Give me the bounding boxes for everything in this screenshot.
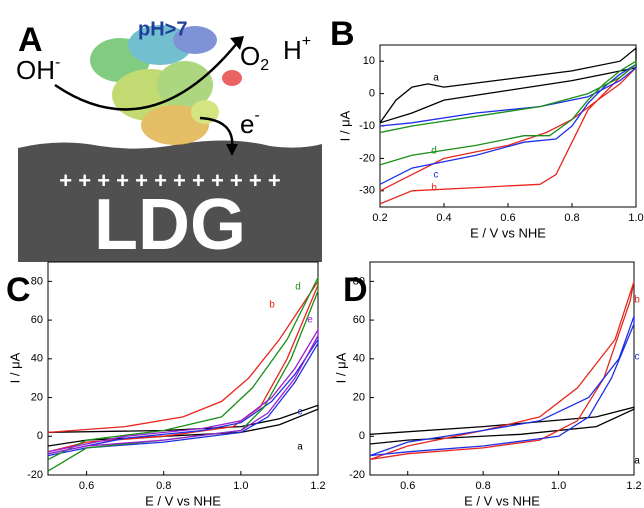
curve-label: c [298,407,303,418]
x-tick-label: 0.8 [156,480,171,492]
curve-label: a [297,442,303,453]
curve-label: a [433,73,439,84]
panel-label: B [330,15,355,53]
y-tick-label: 20 [353,391,365,403]
y-tick-label: -30 [359,185,375,197]
plot-frame [369,261,635,476]
cv-curve [369,281,635,461]
proton-text: H [283,35,302,65]
y-tick-label: 10 [363,55,375,67]
y-axis-title: I / μA [333,352,348,383]
x-tick-label: 0.8 [475,480,490,492]
y-tick-label: 0 [37,430,43,442]
surface-charge: + + + + + + + + + + + + [59,168,280,193]
x-tick-label: 1.2 [310,480,325,492]
electron: e- [240,107,260,139]
curve-label: b [431,183,437,194]
panel-label: A [18,21,43,59]
cv-curve [379,46,637,124]
curve-label: e [307,315,313,326]
ph-label: pH>7 [138,18,187,40]
product-text: O [240,41,260,71]
x-tick-label: 0.6 [400,480,415,492]
proton: H+ [283,33,311,65]
subscript: 2 [260,57,269,74]
y-axis-title: I / μA [7,352,22,383]
curve-label: c [434,170,439,181]
reactant-text: OH [16,55,55,85]
curve-label: a [634,456,640,467]
reaction-arrow [54,41,239,111]
plot-frame [379,44,637,208]
y-tick-label: 60 [353,314,365,326]
y-tick-label: -10 [359,120,375,132]
plot-frame [47,261,319,476]
enzyme [90,25,242,145]
charge: - [254,107,259,124]
y-tick-label: 40 [31,353,43,365]
cv-curve [379,60,637,166]
curve-label: b [269,300,275,311]
y-tick-label: -20 [349,469,365,481]
x-tick-label: 0.4 [436,212,451,224]
y-tick-label: 80 [31,275,43,287]
x-axis-title: E / V vs NHE [464,493,540,508]
panel-label: D [343,271,368,309]
electron-text: e [240,109,254,139]
y-tick-label: 0 [369,88,375,100]
arrowhead [230,36,244,50]
x-tick-label: 1.0 [551,480,566,492]
ldg-slab [18,140,322,262]
cv-curve [47,327,319,455]
y-tick-label: 80 [353,275,365,287]
x-tick-label: 1.0 [233,480,248,492]
x-axis-title: E / V vs NHE [145,493,221,508]
cv-curve [47,337,319,457]
electron-arrow [199,116,234,149]
panel-a-diagram: A pH>7 OH- O2 H+ e- + + + + + + + + + + … [16,18,322,265]
x-axis-title: E / V vs NHE [470,225,546,240]
x-tick-label: 0.2 [372,212,387,224]
y-tick-label: 40 [353,353,365,365]
material-label: LDG [94,185,246,265]
charge: + [302,33,311,50]
x-tick-label: 1.2 [626,480,641,492]
x-tick-label: 0.8 [564,212,579,224]
charge: - [55,54,60,71]
product: O2 [240,41,269,74]
cv-curve [369,315,635,457]
y-tick-label: 20 [31,391,43,403]
y-tick-label: -20 [27,469,43,481]
x-tick-label: 1.0 [628,212,643,224]
y-tick-label: -20 [359,152,375,164]
panel-label: C [6,271,31,309]
curve-label: b [634,295,640,306]
x-tick-label: 0.6 [79,480,94,492]
arrowhead [226,144,238,156]
y-axis-title: I / μA [337,110,352,141]
curve-label: d [431,146,437,157]
y-tick-label: 0 [359,430,365,442]
y-tick-label: 60 [31,314,43,326]
x-tick-label: 0.6 [500,212,515,224]
cv-curve [379,63,637,185]
reactant: OH- [16,54,60,85]
curve-label: c [635,352,640,363]
curve-label: d [295,282,301,293]
